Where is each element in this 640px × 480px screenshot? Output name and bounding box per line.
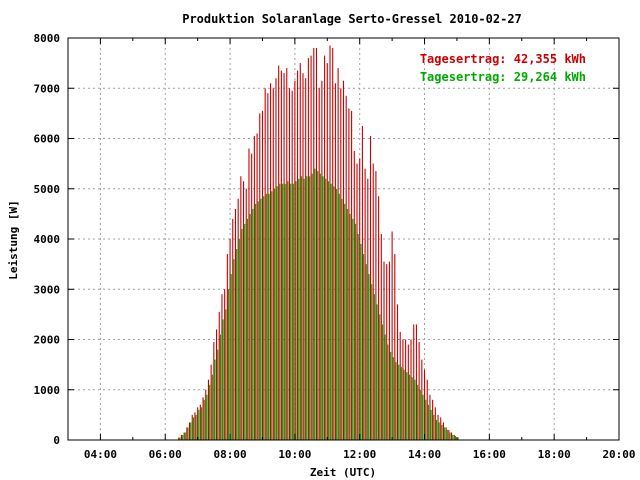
x-tick-label: 16:00 <box>473 448 506 461</box>
y-tick-label: 3000 <box>34 283 61 296</box>
x-tick-label: 04:00 <box>84 448 117 461</box>
x-tick-label: 14:00 <box>408 448 441 461</box>
y-tick-label: 1000 <box>34 384 61 397</box>
x-tick-label: 10:00 <box>278 448 311 461</box>
x-tick-label: 20:00 <box>602 448 635 461</box>
x-tick-label: 06:00 <box>149 448 182 461</box>
y-tick-label: 5000 <box>34 183 61 196</box>
chart-title: Produktion Solaranlage Serto-Gressel 201… <box>182 12 522 26</box>
x-axis-ticks: 04:00 06:00 08:00 10:00 12:00 14:00 16:00 18:00… <box>84 38 636 461</box>
legend-series-1: Tagesertrag: 42,355 kWh <box>420 52 586 66</box>
y-tick-label: 4000 <box>34 233 61 246</box>
x-tick-label: 08:00 <box>213 448 246 461</box>
y-tick-label: 7000 <box>34 82 61 95</box>
y-tick-label: 0 <box>53 434 60 447</box>
y-axis-label: Leistung [W] <box>7 200 20 279</box>
y-tick-label: 6000 <box>34 133 61 146</box>
y-tick-label: 8000 <box>34 32 61 45</box>
y-axis-ticks: 0 1000 2000 3000 4000 5000 6000 7000 8000 <box>34 32 619 447</box>
series-1-bars <box>178 45 458 440</box>
x-tick-label: 12:00 <box>343 448 376 461</box>
x-axis-label: Zeit (UTC) <box>310 466 376 479</box>
legend-series-2: Tagesertrag: 29,264 kWh <box>420 70 586 84</box>
series-2-bars <box>179 168 459 440</box>
x-tick-label: 18:00 <box>538 448 571 461</box>
y-tick-label: 2000 <box>34 334 61 347</box>
